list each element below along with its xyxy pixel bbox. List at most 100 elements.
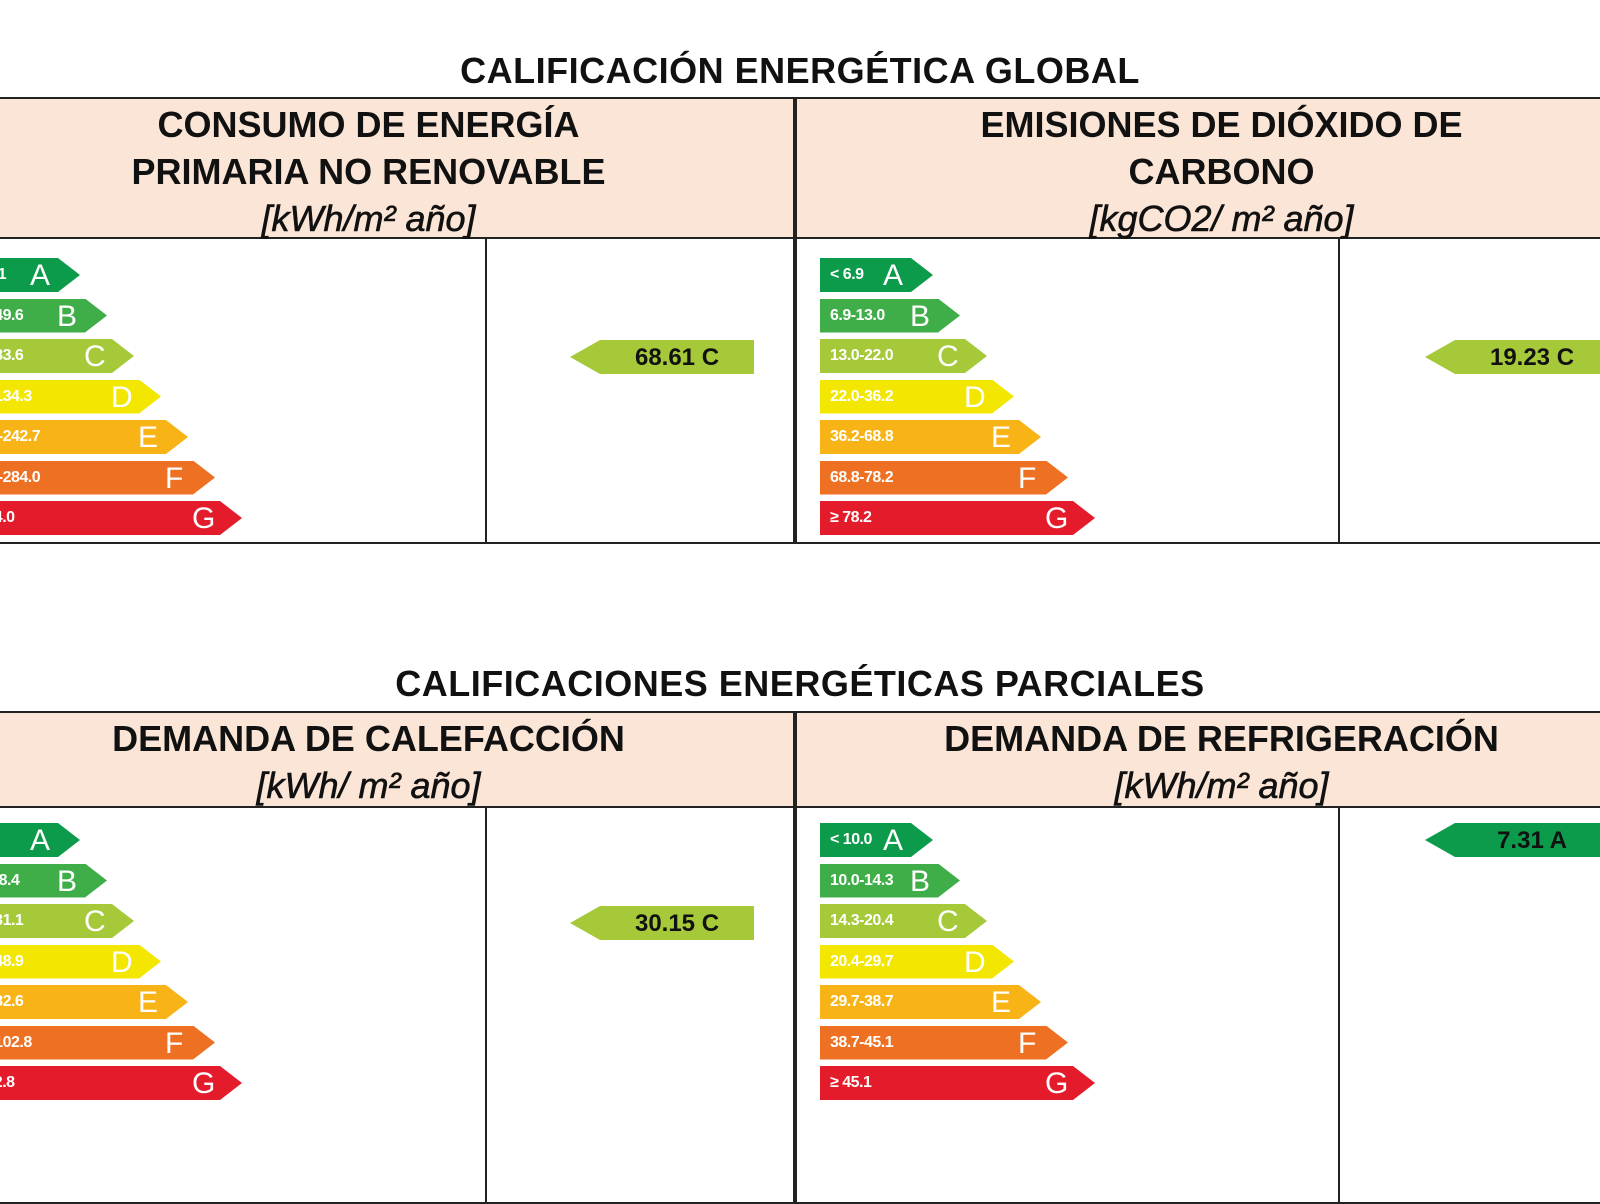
class-range: < 10.0 — [830, 831, 872, 848]
class-letter: G — [1045, 1067, 1069, 1100]
class-letter: G — [1045, 502, 1069, 535]
energy-class-bar-C: .4-31.1 C — [0, 904, 134, 938]
energy-class-bar-G: ≥ 45.1 G — [820, 1066, 1095, 1100]
class-letter: C — [84, 905, 106, 938]
class-range: .1-49.6 — [2, 306, 24, 324]
class-range: 22.0-36.2 — [830, 387, 894, 405]
class-letter: D — [111, 945, 133, 979]
partial-panel-0: DEMANDA DE CALEFACCIÓN [kWh/ m² año] 9.7A 7… — [0, 711, 795, 1204]
energy-class-bar-C: 13.0-22.0 C — [820, 339, 987, 373]
rating-value: 19.23 C — [1489, 344, 1575, 371]
class-letter: D — [964, 945, 986, 979]
class-range: 10.0-14.3 — [830, 871, 894, 889]
partial-panel-header: DEMANDA DE REFRIGERACIÓN [kWh/m² año] — [797, 713, 1600, 808]
rating-indicator: 7.31 A — [1425, 823, 1600, 857]
energy-class-bar-B: 7-18.4 B — [0, 864, 107, 898]
class-range: 6.9-13.0 — [830, 306, 885, 324]
rating-indicator: 68.61 C — [570, 340, 754, 374]
class-letter: F — [165, 1026, 184, 1060]
energy-class-bar-B: 10.0-14.3 B — [820, 864, 960, 898]
energy-class-bar-A: 28.1 A — [0, 258, 80, 292]
class-letter: B — [910, 864, 931, 898]
class-range: .6-83.6 — [2, 347, 24, 364]
panel-title-line: EMISIONES DE DIÓXIDO DE — [980, 104, 1463, 145]
class-range: 36.2-68.8 — [830, 428, 894, 445]
energy-class-bar-D: 20.4-29.7 D — [820, 945, 1014, 979]
panel-title-line: CARBONO — [1128, 151, 1315, 192]
class-range: 28.1 — [0, 266, 7, 283]
class-range: 29.7-38.7 — [830, 993, 894, 1010]
class-letter: E — [991, 421, 1012, 454]
energy-class-bar-E: 36.2-68.8 E — [820, 420, 1041, 454]
energy-class-bar-A: < 10.0 A — [820, 823, 933, 857]
class-letter: D — [111, 380, 133, 414]
class-range: .4-31.1 — [2, 912, 24, 929]
class-range: ≥ 78.2 — [830, 509, 872, 526]
class-letter: A — [883, 824, 904, 857]
class-range: ≥ 45.1 — [830, 1074, 872, 1091]
partial-panel-header: DEMANDA DE CALEFACCIÓN [kWh/ m² año] — [0, 713, 793, 808]
panel-unit: [kWh/m² año] — [261, 198, 476, 240]
partial-title: CALIFICACIONES ENERGÉTICAS PARCIALES — [395, 663, 1205, 704]
class-letter: C — [937, 340, 959, 373]
energy-class-bar-C: 14.3-20.4 C — [820, 904, 987, 938]
class-range: 14.3-20.4 — [830, 912, 894, 929]
partial-panel-1: DEMANDA DE REFRIGERACIÓN [kWh/m² año] < 10… — [795, 711, 1600, 1204]
class-letter: B — [910, 299, 931, 333]
class-range: 68.8-78.2 — [830, 468, 894, 486]
energy-class-bar-A: 9.7A — [0, 823, 80, 857]
rating-value: 7.31 A — [1497, 827, 1567, 854]
class-letter: D — [964, 380, 986, 414]
panel-unit: [kWh/ m² año] — [256, 765, 481, 807]
energy-class-bar-E: .9-82.6 E — [0, 985, 188, 1019]
class-letter: E — [991, 986, 1012, 1019]
energy-class-bar-E: 4.3-242.7 E — [0, 420, 188, 454]
class-range: .6-102.8 — [2, 1033, 32, 1051]
rating-value: 68.61 C — [634, 344, 720, 371]
panel-unit: [kWh/m² año] — [1114, 765, 1329, 807]
global-panel-1: EMISIONES DE DIÓXIDO DE CARBONO [kgCO2/ m²… — [795, 97, 1600, 544]
class-letter: E — [138, 986, 159, 1019]
class-letter: C — [937, 905, 959, 938]
class-range: .1-48.9 — [2, 952, 24, 970]
energy-class-bar-A: < 6.9 A — [820, 258, 933, 292]
class-range: 102.8 — [2, 1074, 15, 1091]
class-letter: A — [883, 259, 904, 292]
energy-class-bar-F: 38.7-45.1 F — [820, 1026, 1068, 1060]
class-range: 2.7-284.0 — [2, 468, 41, 486]
rating-column-divider — [1338, 808, 1340, 1204]
panel-unit: [kgCO2/ m² año] — [1089, 198, 1354, 240]
class-range: .9-82.6 — [2, 993, 24, 1010]
class-range: 38.7-45.1 — [830, 1033, 894, 1051]
rating-column-divider — [485, 239, 487, 544]
class-letter: F — [1018, 461, 1037, 495]
class-range: < 6.9 — [830, 266, 864, 283]
energy-class-bar-F: 2.7-284.0 F — [0, 461, 215, 495]
energy-class-bar-F: 68.8-78.2 F — [820, 461, 1068, 495]
class-letter: B — [57, 864, 78, 898]
panel-title-line: CONSUMO DE ENERGÍA — [157, 104, 580, 145]
energy-class-bar-D: .3-134.3 D — [0, 380, 161, 414]
energy-class-bar-G: 284.0 G — [0, 501, 242, 535]
energy-class-bar-F: .6-102.8 F — [0, 1026, 215, 1060]
energy-class-bar-D: 22.0-36.2 D — [820, 380, 1014, 414]
energy-class-bar-B: .1-49.6 B — [0, 299, 107, 333]
class-letter: E — [138, 421, 159, 454]
class-range: 7-18.4 — [0, 871, 20, 889]
class-letter: B — [57, 299, 78, 333]
rating-column-divider — [485, 808, 487, 1204]
energy-class-bar-D: .1-48.9 D — [0, 945, 161, 979]
class-letter: F — [1018, 1026, 1037, 1060]
class-range: 13.0-22.0 — [830, 347, 894, 364]
energy-class-bar-B: 6.9-13.0 B — [820, 299, 960, 333]
energy-class-bar-G: ≥ 78.2 G — [820, 501, 1095, 535]
panel-title-line: DEMANDA DE REFRIGERACIÓN — [944, 718, 1499, 759]
energy-class-bar-C: .6-83.6 C — [0, 339, 134, 373]
class-range: 284.0 — [2, 509, 15, 526]
class-letter: A — [30, 259, 51, 292]
global-title: CALIFICACIÓN ENERGÉTICA GLOBAL — [460, 50, 1140, 91]
energy-class-bar-E: 29.7-38.7 E — [820, 985, 1041, 1019]
rating-indicator: 19.23 C — [1425, 340, 1600, 374]
class-letter: C — [84, 340, 106, 373]
rating-column-divider — [1338, 239, 1340, 544]
